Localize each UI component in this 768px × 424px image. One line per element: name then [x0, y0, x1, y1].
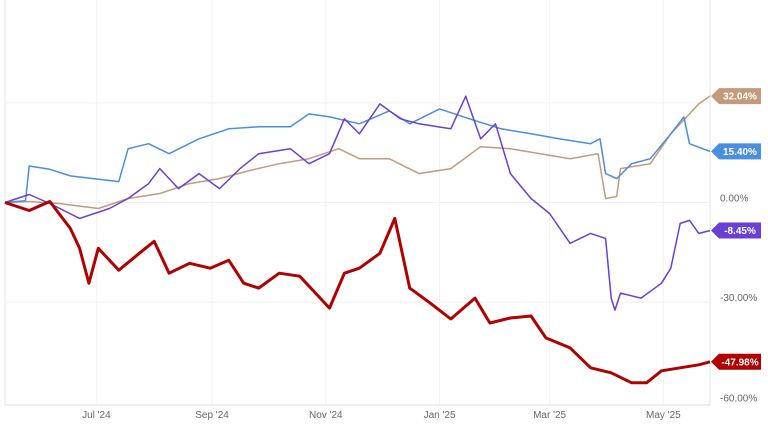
end-label-text: 32.04%	[723, 92, 757, 103]
end-label-text: 15.40%	[723, 147, 757, 158]
x-tick-label: May '25	[646, 410, 681, 421]
end-label-flag	[711, 353, 761, 370]
end-label-flag	[711, 88, 761, 105]
grid	[4, 0, 711, 406]
series-line-1	[4, 108, 711, 204]
y-tick-label: -30.00%	[720, 293, 757, 304]
y-axis: 0.00% -30.00% -60.00%	[720, 194, 757, 405]
y-tick-label: 0.00%	[720, 194, 748, 205]
x-tick-label: Nov '24	[309, 410, 343, 421]
end-label-flag	[711, 143, 761, 160]
end-label-flag	[711, 222, 761, 239]
series-line-3	[4, 200, 711, 385]
series-group	[4, 95, 711, 385]
x-tick-label: Mar '25	[533, 410, 566, 421]
end-labels: 32.04% 15.40% -8.45% -47.98%	[711, 88, 761, 370]
x-tick-label: Jan '25	[424, 410, 456, 421]
x-tick-label: Jul '24	[82, 410, 111, 421]
series-line-0	[4, 95, 711, 210]
y-tick-label: -60.00%	[720, 394, 757, 405]
x-axis: Jul '24 Sep '24 Nov '24 Jan '25 Mar '25 May '…	[82, 410, 681, 421]
end-label-text: -8.45%	[724, 226, 756, 237]
end-label-text: -47.98%	[721, 357, 758, 368]
x-tick-label: Sep '24	[195, 410, 229, 421]
series-line-2	[4, 95, 711, 311]
